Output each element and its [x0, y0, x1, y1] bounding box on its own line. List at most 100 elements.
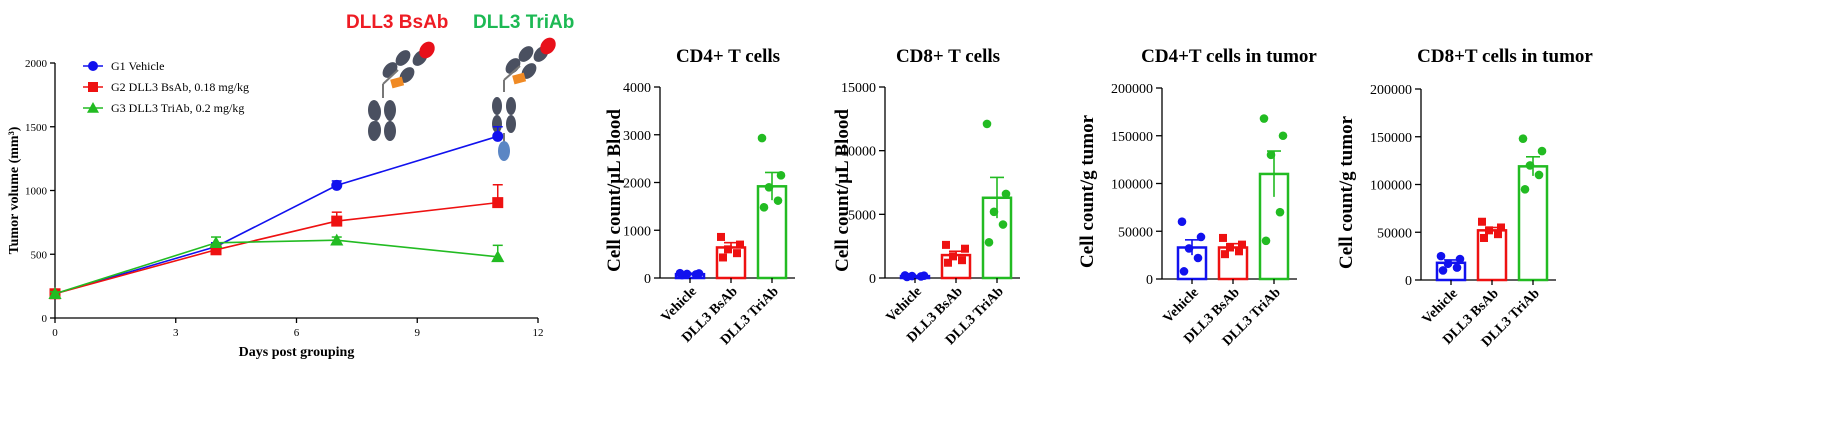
data-point-vehicle — [331, 179, 343, 191]
data-point-triab — [982, 119, 992, 129]
data-point-bsab — [1238, 240, 1246, 249]
data-point-vehicle — [1179, 267, 1189, 276]
bar-chart-y-tick-label: 200000 — [1370, 83, 1412, 98]
bar-chart-category-label: Vehicle — [1420, 286, 1461, 327]
data-point-triab — [1534, 170, 1544, 180]
data-point-bsab — [733, 249, 741, 258]
bar-chart-y-tick-label: 150000 — [1111, 130, 1153, 145]
legend-label-vehicle: G1 Vehicle — [111, 59, 164, 73]
bar-chart-y-tick-label: 100000 — [1111, 178, 1153, 193]
bar-chart-y-tick-label: 10000 — [841, 145, 876, 160]
bar-chart-y-tick-label: 5000 — [848, 208, 876, 223]
data-point-triab — [1266, 150, 1276, 160]
bar-chart-y-tick-label: 100000 — [1370, 179, 1412, 194]
data-point-triab — [984, 238, 994, 247]
data-point-vehicle — [1438, 266, 1448, 275]
data-point-triab — [776, 171, 786, 180]
data-point-triab — [773, 196, 783, 205]
data-point-vehicle — [1455, 254, 1465, 264]
data-point-triab — [1278, 131, 1288, 141]
data-point-triab — [989, 207, 999, 217]
line-chart-x-tick-label: 3 — [173, 327, 179, 339]
line-chart-y-tick-label: 0 — [42, 313, 48, 325]
data-point-bsab — [1219, 233, 1227, 242]
data-point-triab — [1520, 184, 1530, 194]
banner-triab-label: DLL3 TriAb — [473, 12, 574, 33]
data-point-vehicle — [492, 130, 504, 142]
data-point-bsab — [736, 240, 744, 249]
data-point-triab — [1001, 189, 1011, 199]
bar-chart-y-tick-label: 15000 — [841, 81, 876, 96]
line-chart-y-axis-label: Tumor volume (mm³) — [7, 126, 22, 254]
data-point-vehicle — [694, 269, 704, 278]
line-chart-y-tick-label: 2000 — [25, 58, 48, 70]
legend-marker-vehicle — [88, 61, 98, 71]
data-point-vehicle — [919, 271, 929, 281]
cd8-blood-bar-chart: CD8+ T cells Cell count/μL Blood 0 5000 10… — [832, 46, 1020, 348]
data-point-bsab — [492, 197, 504, 209]
data-point-vehicle — [1443, 259, 1453, 269]
line-chart-x-tick-label: 12 — [533, 327, 544, 339]
data-point-vehicle — [1177, 217, 1187, 226]
line-chart-x-tick-label: 9 — [415, 327, 421, 339]
data-point-bsab — [1235, 247, 1243, 256]
data-point-triab — [330, 233, 344, 246]
data-point-bsab — [1497, 223, 1505, 232]
data-point-vehicle — [1452, 263, 1462, 272]
data-point-vehicle — [907, 271, 917, 281]
legend-label-triab: G3 DLL3 TriAb, 0.2 mg/kg — [111, 101, 244, 115]
triab-antibody-icon — [492, 37, 556, 161]
bar-chart-y-tick-label: 0 — [1405, 274, 1412, 289]
data-point-triab — [1525, 161, 1535, 170]
data-point-triab — [1518, 134, 1528, 143]
series-line-triab — [54, 239, 498, 295]
data-point-triab — [1259, 114, 1269, 123]
data-point-bsab — [724, 245, 732, 254]
banner-bsab-label: DLL3 BsAb — [346, 12, 448, 33]
data-point-vehicle — [1436, 251, 1446, 261]
data-point-bsab — [1226, 243, 1234, 252]
data-point-bsab — [949, 252, 957, 261]
data-point-bsab — [1480, 233, 1488, 242]
data-point-bsab — [1478, 217, 1486, 226]
data-point-bsab — [1494, 230, 1502, 239]
line-chart-axes: 0 3 6 9 12 0 500 1000 1500 2000 — [25, 58, 544, 339]
data-point-triab — [1261, 236, 1271, 246]
cd4-blood-y-axis-label: Cell count/μL Blood — [604, 109, 625, 272]
bar-chart-y-tick-label: 50000 — [1118, 225, 1153, 240]
line-chart-x-axis-label: Days post grouping — [239, 345, 355, 360]
bar-chart-y-tick-label: 0 — [1146, 273, 1153, 288]
data-point-bsab — [717, 232, 725, 241]
series-line-bsab — [54, 201, 498, 295]
data-point-bsab — [1485, 226, 1493, 235]
data-point-vehicle — [1184, 244, 1194, 253]
bar-chart-y-tick-label: 50000 — [1377, 226, 1412, 241]
data-point-bsab — [1221, 250, 1229, 259]
data-point-vehicle — [682, 269, 692, 279]
data-point-bsab — [719, 253, 727, 262]
data-point-vehicle — [1193, 253, 1203, 263]
cd4-tumor-chart-title: CD4+T cells in tumor — [1141, 46, 1317, 67]
line-chart-y-tick-label: 1000 — [25, 186, 48, 198]
cd8-tumor-chart-title: CD8+T cells in tumor — [1417, 46, 1593, 67]
cd8-tumor-bar-chart: CD8+T cells in tumor Cell count/g tumor … — [1336, 46, 1593, 350]
data-point-vehicle — [1196, 232, 1206, 242]
legend-label-bsab: G2 DLL3 BsAb, 0.18 mg/kg — [111, 80, 249, 94]
bar-chart-y-tick-label: 200000 — [1111, 82, 1153, 97]
line-chart-y-tick-label: 500 — [31, 249, 48, 261]
data-point-bsab — [942, 240, 950, 249]
data-point-triab — [1275, 207, 1285, 217]
cd8-tumor-y-axis-label: Cell count/g tumor — [1336, 115, 1357, 269]
cd8-blood-chart-title: CD8+ T cells — [896, 46, 1000, 67]
legend-marker-bsab — [88, 82, 98, 92]
series-line-vehicle — [54, 135, 498, 295]
cd8-blood-y-axis-label: Cell count/μL Blood — [832, 109, 853, 272]
bsab-antibody-icon — [368, 41, 435, 141]
cd4-blood-chart-title: CD4+ T cells — [676, 46, 780, 67]
bar-chart-y-tick-label: 0 — [644, 272, 651, 287]
data-point-bsab — [331, 215, 343, 227]
data-point-triab — [1537, 146, 1547, 156]
data-point-triab — [48, 287, 62, 300]
line-chart-series — [48, 126, 505, 300]
